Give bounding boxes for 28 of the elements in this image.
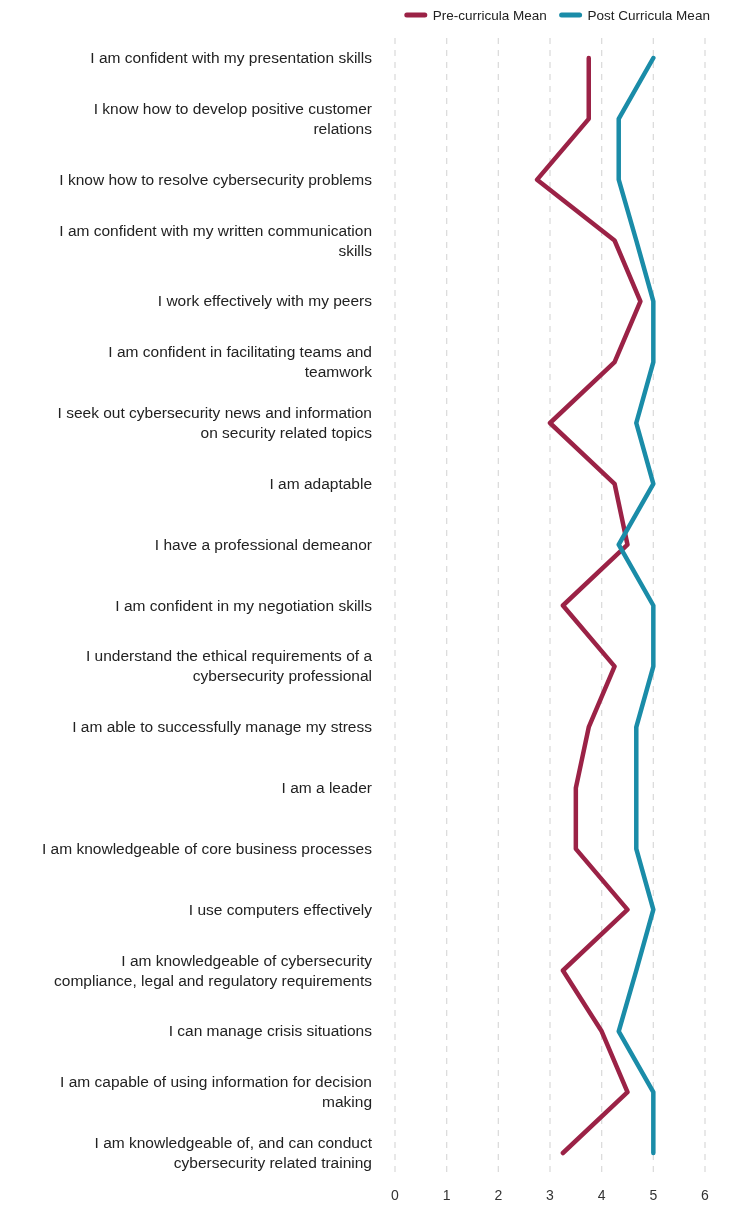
y-tick-label: I am a leader <box>281 779 372 796</box>
y-tick-label: I have a professional demeanor <box>154 535 372 553</box>
y-tick-label: I use computers effectively <box>188 900 373 918</box>
y-tick-label: I work effectively with my peers <box>157 292 373 310</box>
y-tick-label: I am knowledgeable of core business processes <box>42 839 373 857</box>
y-tick-label: I am adaptable <box>269 474 372 492</box>
y-tick-label: I am knowledgeable of, and can conduct cybersecurity related training <box>94 1134 373 1171</box>
legend-label: Post Curricula Mean <box>587 8 710 23</box>
y-tick-label: I can manage crisis situations <box>168 1022 373 1040</box>
y-tick-label: I am confident with my presentation skills <box>90 49 373 66</box>
x-tick-label: 6 <box>701 1187 710 1203</box>
x-tick-label: 5 <box>649 1187 658 1203</box>
y-tick-label: I am capable of using information for decision making <box>60 1073 372 1111</box>
y-tick-label: I am confident with my written communication skills <box>59 221 373 259</box>
y-tick-label: I am confident in facilitating teams and teamwork <box>108 343 373 381</box>
x-tick-label: 1 <box>442 1187 451 1203</box>
x-tick-label: 0 <box>391 1187 400 1203</box>
x-tick-label: 3 <box>546 1187 555 1203</box>
x-tick-label: 2 <box>494 1187 503 1203</box>
legend-label: Pre-curricula Mean <box>432 8 547 23</box>
y-tick-label: I seek out cybersecurity news and information on security related topics <box>57 404 373 441</box>
y-tick-label: I know how to resolve cybersecurity problems <box>59 170 373 188</box>
y-tick-label: I know how to develop positive customer relations <box>93 99 373 137</box>
x-tick-label: 4 <box>597 1187 606 1203</box>
y-tick-label: I am able to successfully manage my stress <box>72 718 373 736</box>
y-tick-label: I understand the ethical requirements of a cybersecurity professional <box>85 647 373 685</box>
y-tick-label: I am confident in my negotiation skills <box>115 596 373 614</box>
y-tick-label: I am knowledgeable of cybersecurity compliance, legal and regulatory requirements <box>54 951 373 989</box>
